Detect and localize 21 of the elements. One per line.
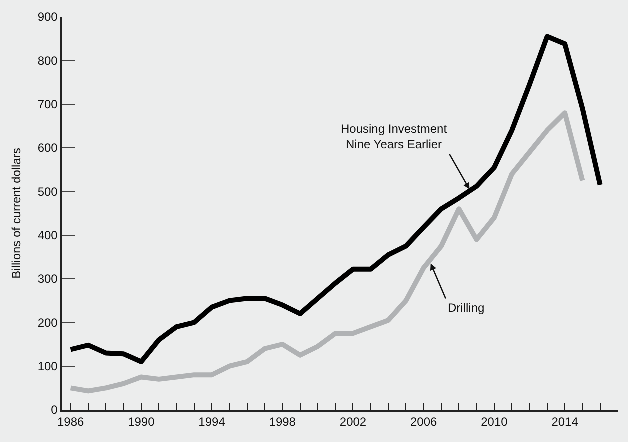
x-tick-label: 1998: [269, 415, 296, 430]
y-tick-label: 500: [38, 184, 58, 199]
x-tick-label: 2002: [340, 415, 367, 430]
x-tick-label: 2006: [410, 415, 438, 430]
y-tick-label: 300: [38, 272, 58, 286]
x-tick-label: 1990: [128, 415, 156, 430]
y-tick-label: 0: [51, 403, 58, 418]
y-tick-label: 600: [38, 141, 58, 156]
y-tick-label: 400: [38, 228, 58, 243]
annotation: Housing Investment Nine Years Earlier: [341, 122, 448, 152]
x-tick-label: 2010: [481, 415, 508, 430]
y-axis-title: Billions of current dollars: [10, 148, 24, 279]
annotation: Drilling: [448, 301, 485, 315]
x-tick-label: 1986: [57, 415, 84, 430]
y-tick-label: 100: [38, 360, 58, 374]
y-tick-label: 700: [38, 98, 58, 112]
y-tick-label: 200: [38, 316, 58, 330]
y-tick-label: 900: [38, 10, 58, 24]
x-tick-label: 1994: [198, 415, 226, 430]
x-tick-label: 2014: [552, 415, 579, 430]
y-tick-label: 800: [38, 54, 58, 68]
